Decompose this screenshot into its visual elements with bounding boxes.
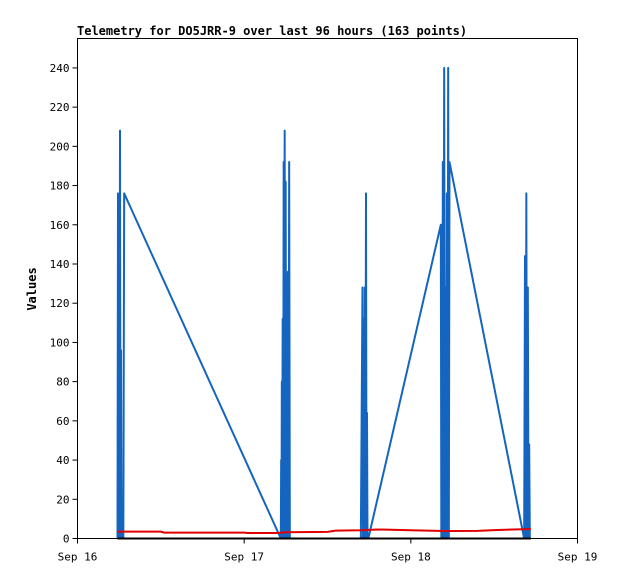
x-tick-label: Sep 18 <box>391 551 431 564</box>
y-tick-label: 0 <box>63 533 70 546</box>
series-layer <box>116 66 531 540</box>
ticks-layer: 0 20 40 60 80 100 120 140 160 180 200 220 240 Sep 16 S… <box>50 62 598 564</box>
y-tick-label: 200 <box>50 140 70 153</box>
y-tick-label: 100 <box>50 336 70 349</box>
y-tick-label: 240 <box>50 62 70 75</box>
series-line-1 <box>117 527 531 535</box>
y-tick-label: 60 <box>56 415 69 428</box>
chart-title: Telemetry for DO5JRR-9 over last 96 hour… <box>77 24 467 38</box>
series-line-0 <box>116 66 531 540</box>
y-tick-label: 160 <box>50 219 70 232</box>
y-tick-label: 220 <box>50 101 70 114</box>
y-axis-label: Values <box>25 267 39 310</box>
x-tick-label: Sep 16 <box>58 551 98 564</box>
x-tick-label: Sep 17 <box>224 551 264 564</box>
y-tick-label: 120 <box>50 297 70 310</box>
y-tick-label: 40 <box>56 454 69 467</box>
y-tick-label: 180 <box>50 180 70 193</box>
plot-frame <box>77 38 578 539</box>
x-tick-label: Sep 19 <box>558 551 598 564</box>
y-tick-label: 20 <box>56 493 69 506</box>
y-tick-label: 140 <box>50 258 70 271</box>
y-tick-label: 80 <box>56 376 69 389</box>
